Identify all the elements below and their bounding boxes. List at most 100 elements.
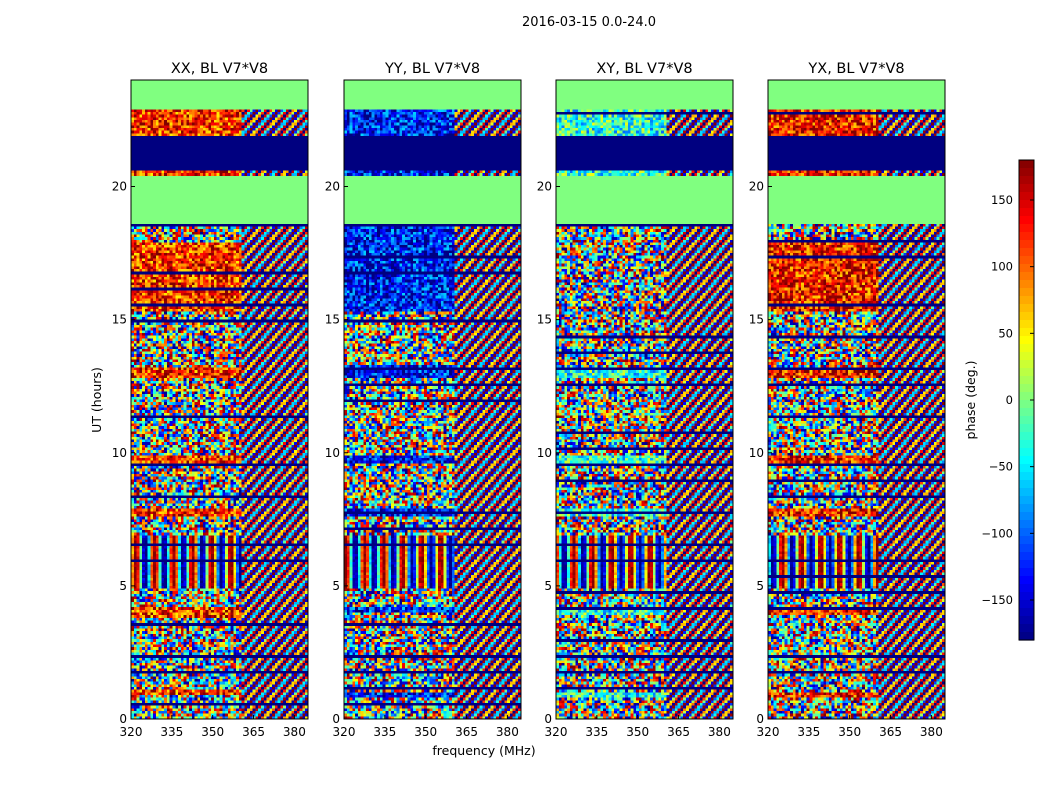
panel-frame [130,79,309,720]
colorbar-segment [1019,552,1034,561]
colorbar-segment [1019,424,1034,433]
y-tick-label: 5 [332,579,340,593]
x-tick-label: 320 [120,725,143,739]
colorbar-segment [1019,392,1034,401]
colorbar-segment [1019,328,1034,337]
colorbar-segment [1019,544,1034,553]
colorbar-segment [1019,512,1034,521]
panels: XX, BL V7*V8 320 335 350 365 380 0 5 10 15 20 YY, B… [112,61,946,739]
colorbar-segment [1019,400,1034,409]
y-tick-label: 15 [537,313,552,327]
panel-3: YX, BL V7*V8 320 335 350 365 380 0 5 10 15 20 [749,61,946,739]
colorbar-tick-label: −150 [981,593,1013,607]
y-tick-label: 10 [749,446,764,460]
heatmap-image [344,80,521,719]
y-tick-label: 20 [749,180,764,194]
x-tick-label: 380 [708,725,731,739]
colorbar-segment [1019,312,1034,321]
colorbar-segment [1019,632,1034,641]
x-tick-label: 335 [585,725,608,739]
colorbar-segment [1019,456,1034,465]
x-axis-label: frequency (MHz) [432,743,535,758]
colorbar-segment [1019,240,1034,249]
colorbar-segment [1019,376,1034,385]
colorbar-segment [1019,624,1034,633]
x-tick-label: 365 [242,725,265,739]
x-tick-label: 335 [160,725,183,739]
colorbar-segment [1019,440,1034,449]
colorbar-segment [1019,528,1034,537]
panel-2: XY, BL V7*V8 320 335 350 365 380 0 5 10 15 20 [537,61,734,739]
heatmap-image [556,80,733,719]
colorbar-segment [1019,584,1034,593]
colorbar-tick-label: 50 [998,326,1013,340]
colorbar-segment [1019,432,1034,441]
colorbar-segment [1019,184,1034,193]
y-tick-label: 0 [544,712,552,726]
panel-title: XY, BL V7*V8 [596,61,692,77]
colorbar-segment [1019,336,1034,345]
colorbar-segment [1019,288,1034,297]
x-tick-label: 380 [283,725,306,739]
y-tick-label: 15 [325,313,340,327]
x-tick-label: 320 [757,725,780,739]
colorbar-segment [1019,256,1034,265]
colorbar-segment [1019,488,1034,497]
x-tick-label: 335 [797,725,820,739]
colorbar-segment [1019,208,1034,217]
colorbar-segment [1019,176,1034,185]
colorbar-segment [1019,296,1034,305]
colorbar-segment [1019,368,1034,377]
x-tick-label: 365 [667,725,690,739]
panel-frame [555,79,734,720]
colorbar-segment [1019,616,1034,625]
y-tick-label: 20 [112,180,127,194]
panel-frame [767,79,946,720]
heatmap-image [768,80,945,719]
x-tick-label: 350 [838,725,861,739]
colorbar-segment [1019,448,1034,457]
x-tick-label: 365 [879,725,902,739]
colorbar-segment [1019,520,1034,529]
colorbar-segment [1019,360,1034,369]
x-tick-label: 350 [201,725,224,739]
colorbar-segment [1019,536,1034,545]
colorbar-segment [1019,224,1034,233]
colorbar-segment [1019,416,1034,425]
colorbar: 150 100 50 0 −50 −100 −150 [981,159,1035,641]
colorbar-segment [1019,576,1034,585]
colorbar-tick-label: 150 [991,193,1013,207]
y-tick-label: 15 [112,313,127,327]
colorbar-tick-label: 0 [1006,393,1013,407]
colorbar-segment [1019,160,1034,169]
y-tick-label: 10 [325,446,340,460]
colorbar-segment [1019,480,1034,489]
colorbar-segment [1019,344,1034,353]
colorbar-segment [1019,568,1034,577]
colorbar-segment [1019,408,1034,417]
x-tick-label: 380 [920,725,943,739]
colorbar-segment [1019,192,1034,201]
y-tick-label: 20 [537,180,552,194]
y-tick-label: 0 [332,712,340,726]
colorbar-segment [1019,216,1034,225]
x-tick-label: 350 [626,725,649,739]
colorbar-segment [1019,304,1034,313]
colorbar-segment [1019,264,1034,273]
colorbar-tick-label: −50 [989,460,1013,474]
colorbar-segment [1019,280,1034,289]
colorbar-segment [1019,560,1034,569]
x-tick-label: 350 [414,725,437,739]
y-tick-label: 0 [756,712,764,726]
heatmap-image [131,80,308,719]
colorbar-segment [1019,168,1034,177]
colorbar-segment [1019,200,1034,209]
panel-0: XX, BL V7*V8 320 335 350 365 380 0 5 10 15 20 [112,61,309,739]
panel-title: XX, BL V7*V8 [171,61,268,77]
colorbar-segment [1019,232,1034,241]
panel-title: YY, BL V7*V8 [384,61,480,77]
colorbar-segment [1019,384,1034,393]
y-tick-label: 0 [119,712,127,726]
x-tick-label: 320 [333,725,356,739]
colorbar-label: phase (deg.) [963,361,978,440]
